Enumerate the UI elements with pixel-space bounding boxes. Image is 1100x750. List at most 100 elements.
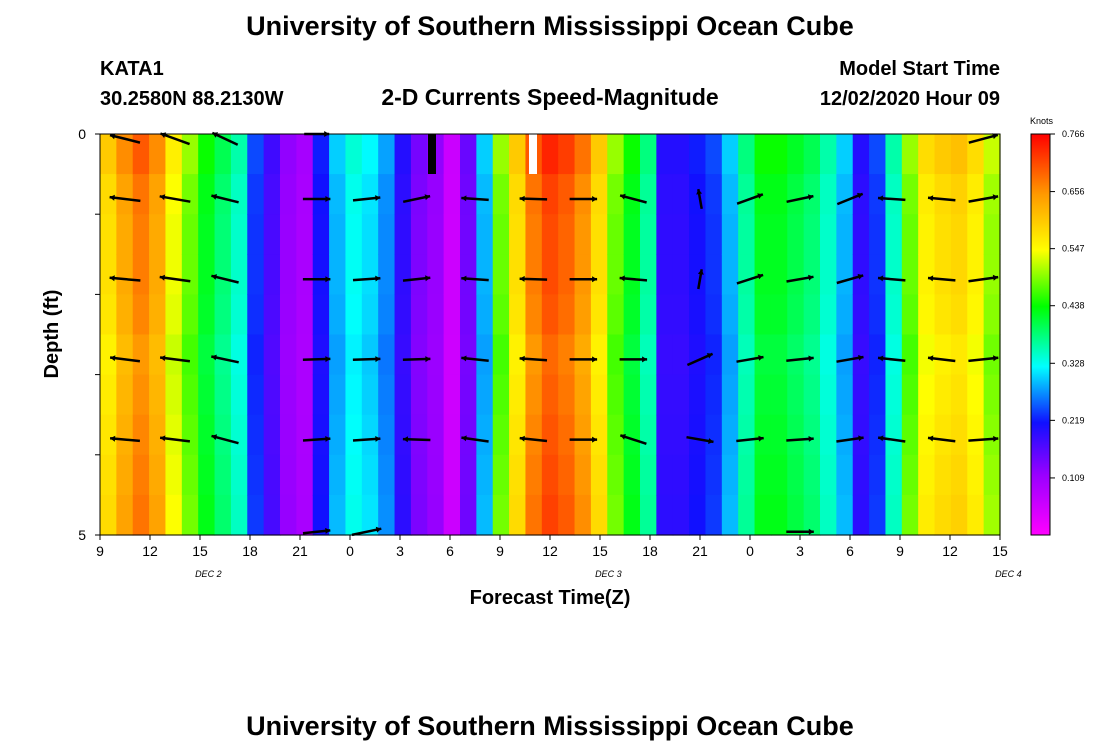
heatmap-cell	[132, 214, 150, 255]
heatmap-cell	[427, 174, 445, 215]
heatmap-cell	[885, 254, 903, 295]
heatmap-cell	[607, 294, 625, 336]
heatmap-cell	[165, 214, 183, 255]
date-label: DEC 3	[595, 569, 622, 579]
current-vector	[786, 436, 814, 442]
heatmap-cell	[770, 494, 788, 536]
heatmap-cell	[869, 494, 887, 536]
heatmap-cell	[443, 214, 461, 255]
heatmap-cell	[820, 494, 837, 536]
heatmap-cell	[770, 254, 788, 295]
current-vector	[402, 356, 431, 363]
vector-head	[160, 435, 166, 442]
heatmap-cell	[214, 134, 232, 175]
heatmap-cell	[574, 294, 592, 336]
heatmap-cell	[509, 174, 527, 215]
heatmap-cell	[607, 254, 625, 295]
heatmap-cell	[983, 214, 1001, 255]
heatmap-cell	[590, 374, 608, 416]
colorbar-tick-label: 0.219	[1062, 415, 1085, 425]
current-vector	[519, 435, 548, 443]
heatmap-cell	[607, 334, 625, 376]
heatmap-cell	[950, 374, 968, 416]
heatmap-cell	[820, 454, 837, 496]
heatmap-cell	[901, 494, 919, 536]
vector-head	[110, 435, 116, 442]
vector-head	[424, 194, 431, 201]
x-tick-label: 21	[692, 543, 708, 559]
heatmap-cell	[476, 494, 494, 536]
x-tick-label: 0	[746, 543, 754, 559]
heatmap-cell	[345, 334, 363, 376]
heatmap-cell	[705, 134, 723, 175]
heatmap-cell	[378, 214, 396, 255]
heatmap-cell	[558, 294, 576, 336]
heatmap-cell	[852, 334, 870, 376]
current-vector	[569, 276, 598, 283]
vector-head	[620, 434, 626, 440]
vector-shaft	[109, 437, 141, 443]
heatmap-cell	[476, 294, 494, 336]
colorbar-tick-label: 0.438	[1062, 301, 1085, 311]
vector-head	[211, 434, 218, 441]
heatmap-cell	[754, 174, 772, 215]
heatmap-cell	[950, 174, 968, 215]
heatmap-cell	[689, 414, 707, 456]
current-vector	[786, 355, 814, 363]
heatmap-cell	[476, 134, 494, 175]
heatmap-cell	[460, 174, 477, 215]
heatmap-cell	[541, 454, 559, 496]
heatmap-cell	[803, 294, 821, 336]
heatmap-cell	[329, 334, 347, 376]
heatmap-cell	[100, 414, 117, 456]
heatmap-cell	[165, 454, 183, 496]
current-vector	[159, 274, 191, 283]
heatmap-cell	[410, 374, 428, 416]
heatmap-cell	[918, 494, 936, 536]
heatmap-cell	[885, 174, 903, 215]
heatmap-cell	[672, 374, 690, 416]
heatmap-cell	[672, 174, 690, 215]
heatmap-cell	[296, 374, 314, 416]
heatmap-cell	[803, 254, 821, 295]
current-vector	[927, 195, 956, 202]
heatmap-cell	[705, 214, 723, 255]
heatmap-cell	[967, 494, 985, 536]
vector-head	[928, 355, 934, 362]
heatmap-cell	[296, 494, 314, 536]
heatmap-cell	[247, 134, 265, 175]
current-vector	[836, 435, 864, 443]
current-vector	[302, 196, 331, 202]
heatmap-cell	[787, 254, 805, 295]
x-tick-label: 12	[542, 543, 558, 559]
heatmap-cell	[410, 294, 428, 336]
heatmap-cell	[198, 294, 216, 336]
current-vector	[109, 355, 141, 363]
vector-head	[757, 273, 764, 280]
vector-head	[758, 354, 764, 361]
heatmap-cell	[918, 254, 936, 295]
vector-head	[993, 435, 999, 442]
heatmap-cell	[181, 374, 199, 416]
current-vector	[786, 274, 814, 283]
heatmap-cell	[132, 134, 150, 175]
heatmap-cell	[836, 334, 854, 376]
heatmap-cell	[640, 334, 657, 376]
heatmap-cell	[967, 334, 985, 376]
heatmap-cell	[165, 414, 183, 456]
heatmap-cell	[803, 494, 821, 536]
heatmap-cell	[672, 214, 690, 255]
heatmap-cell	[820, 294, 837, 336]
heatmap-cell	[132, 294, 150, 336]
heatmap-cell	[754, 374, 772, 416]
current-vector	[302, 527, 331, 535]
current-vector	[836, 354, 864, 363]
heatmap-cell	[394, 334, 412, 376]
heatmap-cell	[312, 134, 330, 175]
heatmap-cell	[574, 494, 592, 536]
heatmap-cell	[263, 294, 281, 336]
heatmap-cell	[263, 254, 281, 295]
current-vector	[968, 435, 999, 442]
heatmap-cell	[590, 334, 608, 376]
heatmap-cell	[460, 134, 477, 175]
